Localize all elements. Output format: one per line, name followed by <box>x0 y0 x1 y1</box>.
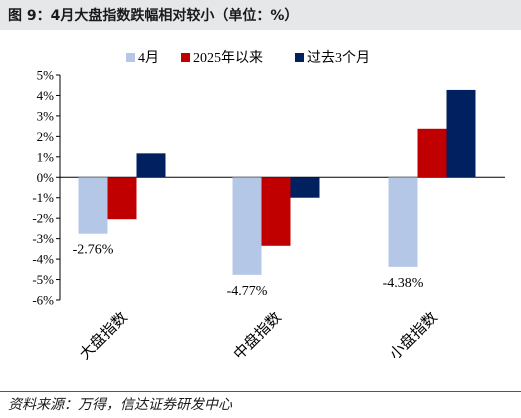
y-tick-label: 1% <box>37 149 55 164</box>
data-label: -2.76% <box>73 243 114 258</box>
y-tick-label: 5% <box>37 68 55 83</box>
bar <box>446 89 476 178</box>
y-axis: 5% 4% 3% 2% 1% 0% -1% -2% -3% -4% -5% -6% <box>32 68 505 308</box>
bars <box>78 89 476 275</box>
y-tick-label: -1% <box>32 190 54 205</box>
footer-rule <box>0 391 521 392</box>
x-category-label: 大盘指数 <box>76 308 131 363</box>
legend-label: 2025年以来 <box>193 50 263 66</box>
x-category-label: 中盘指数 <box>230 308 285 363</box>
chart-title: 图 9：4月大盘指数跌幅相对较小（单位：%） <box>8 8 299 24</box>
legend-swatch <box>181 53 190 62</box>
y-tick-label: 4% <box>37 88 55 103</box>
source-note: 资料来源：万得，信达证券研发中心 <box>8 397 232 413</box>
legend-swatch <box>295 53 304 62</box>
legend-label: 过去3个月 <box>307 50 370 66</box>
legend-label: 4月 <box>138 50 159 66</box>
bar <box>290 177 320 198</box>
bar-chart: 4月 2025年以来 过去3个月 5% 4% 3% 2% 1% 0% -1% -2% -3% -4% -… <box>32 50 505 363</box>
data-label: -4.77% <box>227 284 268 299</box>
y-tick-label: -4% <box>32 252 54 267</box>
y-tick-label: -5% <box>32 272 54 287</box>
y-tick-label: 2% <box>37 129 55 144</box>
bar <box>261 177 291 246</box>
bar <box>136 153 166 178</box>
legend: 4月 2025年以来 过去3个月 <box>126 50 370 66</box>
data-label: -4.38% <box>383 276 424 291</box>
y-tick-label: 3% <box>37 108 55 123</box>
legend-swatch <box>126 53 135 62</box>
data-labels: -2.76% -4.77% -4.38% <box>73 243 424 299</box>
x-axis: 大盘指数 中盘指数 小盘指数 <box>76 308 441 363</box>
y-tick-label: -6% <box>32 293 54 308</box>
bar <box>388 177 418 267</box>
bar <box>78 177 108 234</box>
y-tick-label: -2% <box>32 211 54 226</box>
y-tick-label: -3% <box>32 231 54 246</box>
bar <box>417 128 447 178</box>
y-tick-label: 0% <box>37 170 55 185</box>
x-category-label: 小盘指数 <box>386 308 441 363</box>
bar <box>232 177 262 275</box>
bar <box>107 177 137 220</box>
title-bar: 图 9：4月大盘指数跌幅相对较小（单位：%） <box>0 0 521 30</box>
